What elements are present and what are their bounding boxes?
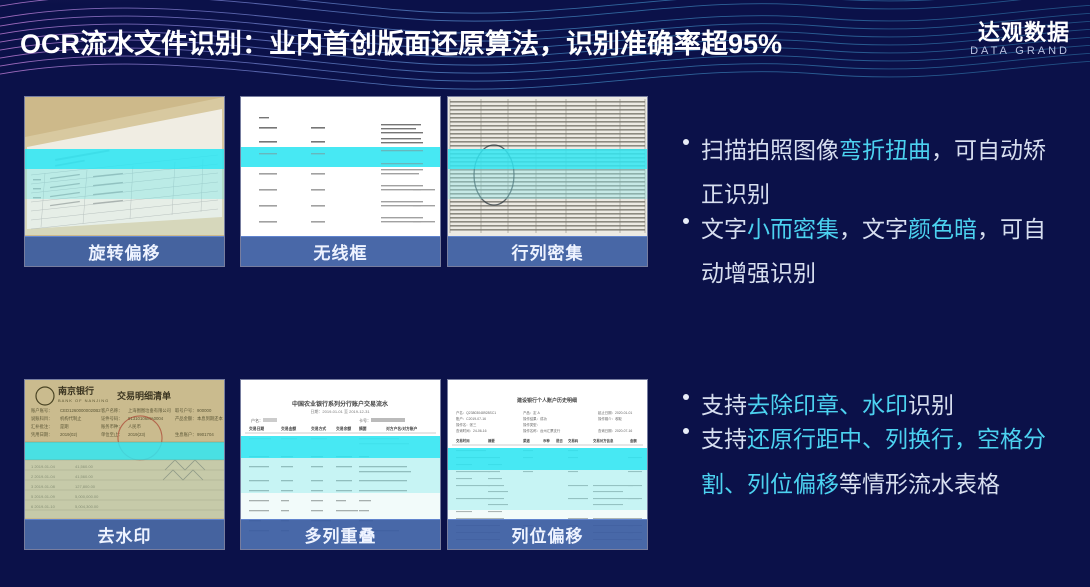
svg-text:2019(02): 2019(02) xyxy=(60,432,78,437)
svg-text:900000: 900000 xyxy=(197,408,212,413)
svg-text:户名：Q23803048928SC1: 户名：Q23803048928SC1 xyxy=(456,410,496,415)
svg-text:2019(23): 2019(23) xyxy=(128,432,146,437)
svg-text:交易余额: 交易余额 xyxy=(336,426,351,431)
svg-text:查询时间：24-06-16: 查询时间：24-06-16 xyxy=(456,428,487,433)
svg-text:交易码: 交易码 xyxy=(568,438,579,443)
svg-text:本息到期还本: 本息到期还本 xyxy=(197,415,223,422)
svg-text:操作结果：成功: 操作结果：成功 xyxy=(523,416,547,421)
svg-text:凭用日期：: 凭用日期： xyxy=(31,431,52,438)
svg-text:交易对方信息: 交易对方信息 xyxy=(593,438,614,443)
svg-text:是否: 是否 xyxy=(555,438,563,443)
svg-text:生息账户：: 生息账户： xyxy=(175,431,196,438)
svg-text:上海图图垃垂有限公司: 上海图图垃垂有限公司 xyxy=(128,407,171,414)
svg-text:产品：定 A: 产品：定 A xyxy=(523,410,541,415)
svg-text:CED12600000020B2: CED12600000020B2 xyxy=(60,408,101,413)
svg-text:摘要: 摘要 xyxy=(488,438,495,443)
svg-text:渠道: 渠道 xyxy=(522,438,530,443)
svg-text:取号户号：: 取号户号： xyxy=(175,407,196,414)
svg-text:9901704: 9901704 xyxy=(197,432,214,437)
svg-text:客户名称：: 客户名称： xyxy=(101,407,122,414)
svg-text:操作媒介：收取: 操作媒介：收取 xyxy=(598,416,622,421)
svg-text:卡号：: 卡号： xyxy=(359,417,371,423)
svg-text:币种: 币种 xyxy=(543,438,550,443)
svg-text:操作名：张三: 操作名：张三 xyxy=(456,422,477,427)
svg-text:账户账号：: 账户账号： xyxy=(31,407,52,414)
svg-text:交易时间: 交易时间 xyxy=(456,438,470,443)
svg-text:起止日期：2020-01-01: 起止日期：2020-01-01 xyxy=(598,410,632,415)
svg-text:摘要: 摘要 xyxy=(358,426,367,431)
svg-text:机构代制止: 机构代制止 xyxy=(60,415,82,422)
svg-text:BANK OF NANJING: BANK OF NANJING xyxy=(58,398,109,403)
svg-text:交易明细清单: 交易明细清单 xyxy=(117,390,171,401)
svg-text:操作类型：: 操作类型： xyxy=(523,422,540,427)
svg-text:对方户名/对方账户: 对方户名/对方账户 xyxy=(386,426,418,431)
svg-text:交易方式: 交易方式 xyxy=(311,426,326,431)
svg-text:产品金额：: 产品金额： xyxy=(175,415,196,422)
svg-text:人民币: 人民币 xyxy=(128,423,141,430)
svg-text:查询日期：2020-07-16: 查询日期：2020-07-16 xyxy=(598,428,632,433)
svg-text:证件号码：: 证件号码： xyxy=(101,415,122,422)
svg-text:南京银行: 南京银行 xyxy=(58,385,94,396)
svg-text:中国农业银行系列分行账户交易流水: 中国农业银行系列分行账户交易流水 xyxy=(292,400,389,408)
svg-text:账务币种：: 账务币种： xyxy=(101,423,122,430)
svg-text:日期：2019-01-01 至 2019-12-31: 日期：2019-01-01 至 2019-12-31 xyxy=(310,408,370,414)
svg-text:户名：: 户名： xyxy=(251,417,263,423)
svg-text:交易日期: 交易日期 xyxy=(249,426,264,431)
svg-text:账户：C2019-07-16: 账户：C2019-07-16 xyxy=(456,416,486,421)
svg-text:金额: 金额 xyxy=(629,438,637,443)
svg-text:说账科目：: 说账科目： xyxy=(31,415,52,422)
svg-text:交易金额: 交易金额 xyxy=(281,426,296,431)
svg-text:汇补批注：: 汇补批注： xyxy=(31,423,52,430)
svg-text:建设银行个人账户历史明细: 建设银行个人账户历史明细 xyxy=(516,397,577,404)
svg-text:操作名称：台州汇票支行: 操作名称：台州汇票支行 xyxy=(523,428,561,433)
